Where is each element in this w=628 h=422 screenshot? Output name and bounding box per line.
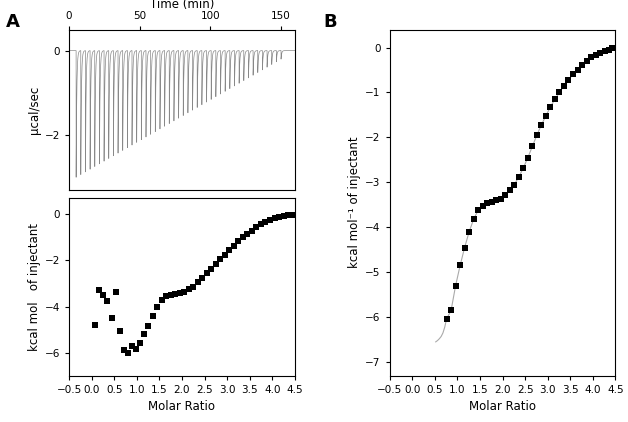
Point	[238, 234, 248, 241]
Point	[135, 340, 145, 347]
Point	[595, 49, 605, 56]
Point	[269, 214, 279, 221]
Point	[505, 187, 515, 194]
Point	[460, 244, 470, 251]
Point	[473, 207, 483, 214]
Point	[573, 67, 583, 73]
Point	[545, 103, 555, 110]
Point	[211, 260, 221, 267]
Text: B: B	[323, 13, 337, 31]
Point	[247, 227, 257, 234]
Point	[215, 256, 225, 263]
Point	[139, 331, 149, 338]
Point	[279, 212, 289, 219]
Point	[156, 296, 166, 303]
Point	[242, 231, 252, 238]
Point	[586, 54, 596, 61]
Point	[107, 315, 117, 322]
Point	[220, 252, 230, 258]
Point	[143, 323, 153, 330]
Point	[487, 198, 497, 205]
Point	[229, 242, 239, 249]
Point	[450, 282, 460, 289]
Point	[559, 82, 569, 89]
Point	[99, 292, 109, 298]
Point	[148, 312, 158, 319]
Point	[509, 181, 519, 188]
Point	[600, 48, 610, 54]
Point	[441, 316, 452, 322]
X-axis label: Time (min): Time (min)	[149, 0, 214, 11]
Point	[166, 292, 176, 298]
Point	[197, 274, 207, 281]
Point	[265, 216, 275, 223]
Point	[482, 200, 492, 207]
Point	[528, 143, 538, 150]
Point	[193, 279, 203, 286]
Point	[491, 197, 501, 204]
Point	[514, 173, 524, 180]
Point	[607, 45, 617, 52]
Text: A: A	[6, 13, 20, 31]
Point	[286, 211, 296, 218]
Point	[582, 58, 592, 65]
Point	[604, 46, 614, 53]
Point	[152, 303, 162, 310]
Point	[122, 349, 133, 356]
Y-axis label: μcal/sec: μcal/sec	[28, 86, 41, 134]
Point	[536, 122, 546, 128]
Point	[111, 288, 121, 295]
Point	[577, 62, 587, 69]
Point	[523, 154, 533, 161]
Point	[175, 289, 185, 296]
Point	[161, 293, 171, 300]
Point	[455, 262, 465, 269]
Point	[555, 89, 565, 96]
Point	[251, 224, 261, 230]
Point	[532, 132, 542, 138]
Point	[283, 212, 293, 219]
Point	[590, 52, 600, 59]
Point	[563, 76, 573, 83]
Point	[550, 96, 560, 103]
Y-axis label: kcal mol⁻¹ of injectant: kcal mol⁻¹ of injectant	[348, 137, 361, 268]
Point	[131, 346, 141, 352]
X-axis label: Molar Ratio: Molar Ratio	[148, 400, 215, 413]
Point	[115, 327, 125, 334]
Point	[179, 288, 189, 295]
Point	[541, 112, 551, 119]
Point	[170, 290, 180, 297]
Point	[274, 214, 284, 220]
Point	[127, 342, 137, 349]
Point	[202, 270, 212, 276]
Point	[256, 221, 266, 227]
Point	[234, 238, 244, 244]
Point	[261, 219, 271, 225]
Point	[188, 284, 198, 290]
Point	[90, 322, 100, 328]
Point	[224, 247, 234, 254]
Point	[94, 287, 104, 294]
Point	[102, 298, 112, 304]
Point	[446, 307, 456, 314]
Point	[206, 265, 216, 272]
Point	[478, 202, 488, 209]
Y-axis label: kcal mol   of injectant: kcal mol of injectant	[28, 223, 41, 351]
X-axis label: Molar Ratio: Molar Ratio	[469, 400, 536, 413]
Point	[501, 192, 511, 198]
Point	[518, 165, 528, 171]
Point	[495, 195, 506, 202]
Point	[119, 347, 129, 354]
Point	[468, 216, 479, 222]
Point	[184, 286, 194, 292]
Point	[568, 71, 578, 78]
Point	[464, 228, 474, 235]
